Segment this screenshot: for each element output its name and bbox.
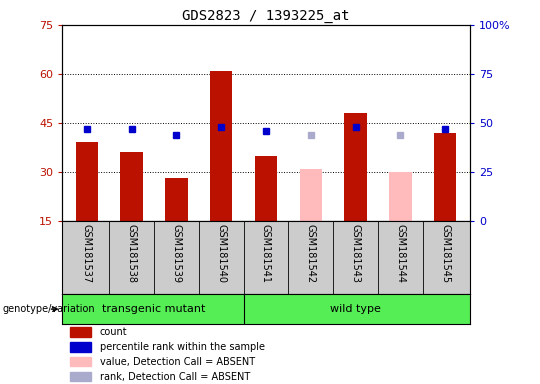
Bar [70, 342, 91, 352]
Bar [434, 133, 456, 221]
Text: GSM181542: GSM181542 [306, 224, 316, 283]
Bar [70, 372, 91, 381]
Bar [76, 142, 98, 221]
Bar [210, 71, 232, 221]
Text: transgenic mutant: transgenic mutant [102, 304, 206, 314]
Text: GSM181545: GSM181545 [440, 224, 450, 283]
Bar [120, 152, 143, 221]
Text: GSM181540: GSM181540 [216, 224, 226, 283]
Text: GSM181538: GSM181538 [126, 224, 137, 283]
Bar [389, 172, 411, 221]
Text: GSM181537: GSM181537 [82, 224, 92, 283]
Text: GSM181539: GSM181539 [171, 224, 181, 283]
Bar [70, 357, 91, 366]
Bar [165, 179, 187, 221]
Text: GSM181541: GSM181541 [261, 224, 271, 283]
Bar [300, 169, 322, 221]
Bar [255, 156, 277, 221]
Text: percentile rank within the sample: percentile rank within the sample [100, 342, 265, 352]
Text: rank, Detection Call = ABSENT: rank, Detection Call = ABSENT [100, 372, 250, 382]
Text: wild type: wild type [330, 304, 381, 314]
Title: GDS2823 / 1393225_at: GDS2823 / 1393225_at [182, 8, 350, 23]
Text: genotype/variation: genotype/variation [3, 304, 96, 314]
Text: GSM181544: GSM181544 [395, 224, 406, 283]
Bar [345, 113, 367, 221]
Bar [70, 327, 91, 337]
Text: count: count [100, 327, 127, 337]
Text: value, Detection Call = ABSENT: value, Detection Call = ABSENT [100, 357, 255, 367]
Text: GSM181543: GSM181543 [350, 224, 361, 283]
